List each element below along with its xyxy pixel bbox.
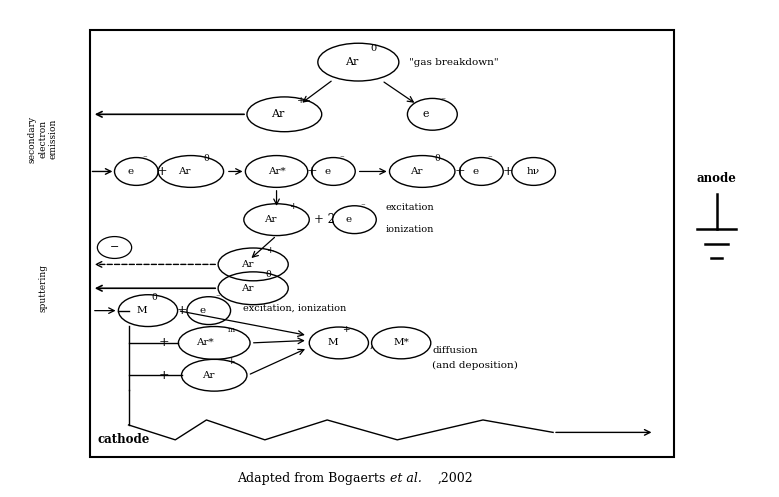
Text: ,: , [370,336,373,349]
Text: ⁻: ⁻ [361,203,365,212]
Text: e: e [423,109,429,119]
Text: secondary
electron
emission: secondary electron emission [28,116,58,163]
Text: Ar: Ar [264,215,277,224]
Bar [90,30,674,457]
Text: Ar: Ar [178,167,191,176]
Text: Ar*: Ar* [196,338,213,347]
Text: Ar: Ar [202,371,214,380]
Text: e: e [472,167,478,176]
Text: anode: anode [696,172,737,185]
Text: Ar: Ar [241,260,253,269]
Text: diffusion: diffusion [432,346,478,355]
Text: ⁻: ⁻ [215,294,220,303]
Text: M*: M* [393,338,409,347]
Text: m: m [227,327,235,334]
Text: +: + [342,325,350,334]
Text: +: + [176,304,187,317]
Text: M: M [136,306,147,315]
Text: e: e [324,167,330,176]
Text: Ar*: Ar* [268,167,285,176]
Text: + 2: + 2 [314,213,335,226]
Text: e: e [199,306,206,315]
Text: +: + [158,369,169,382]
Text: 0: 0 [266,270,271,279]
Text: 0: 0 [371,44,377,53]
Text: sputtering: sputtering [38,264,48,312]
Text: +: + [297,96,305,105]
Text: −: − [110,243,119,252]
Text: ,2002: ,2002 [438,472,474,485]
Text: ⁻: ⁻ [488,155,492,164]
Text: 0: 0 [435,154,440,163]
Text: +: + [454,165,465,178]
Text: e: e [345,215,351,224]
Text: +: + [266,247,273,255]
Text: +: + [289,202,297,211]
Text: (and deposition): (and deposition) [432,361,518,370]
Text: excitation: excitation [386,203,434,212]
Text: excitation, ionization: excitation, ionization [243,304,347,313]
Text: Ar: Ar [271,109,285,119]
Text: +: + [502,165,513,178]
Text: Adapted from Bogaerts: Adapted from Bogaerts [238,472,390,485]
Text: 0: 0 [203,154,209,163]
Text: e: e [127,167,133,176]
Text: Ar: Ar [241,284,253,293]
Text: et al.: et al. [390,472,421,485]
Text: +: + [306,165,317,178]
Text: +: + [158,336,169,349]
Text: cathode: cathode [97,433,150,446]
Text: +: + [157,165,167,178]
Text: +: + [227,357,234,366]
Text: "gas breakdown": "gas breakdown" [409,58,499,67]
Text: Ar: Ar [410,167,422,176]
Text: 0: 0 [151,293,157,302]
Text: hν: hν [527,167,540,176]
Text: ⁻: ⁻ [143,155,147,164]
Text: ⁻: ⁻ [340,155,344,164]
Text: M: M [327,338,338,347]
Text: ionization: ionization [386,225,434,234]
Text: ⁻: ⁻ [440,96,446,105]
Text: Ar: Ar [345,57,359,67]
